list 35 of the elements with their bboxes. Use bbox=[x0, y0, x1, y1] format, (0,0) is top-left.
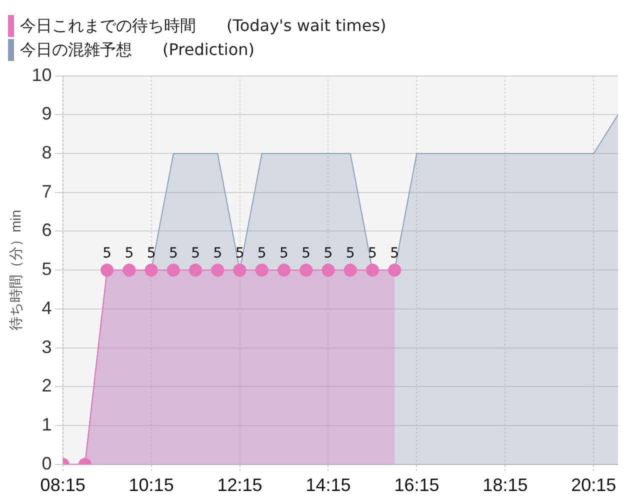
y-tick-label: 10 bbox=[32, 64, 52, 85]
legend-label: 今日これまでの待ち時間 (Today's wait times) bbox=[20, 16, 386, 36]
data-label: 5 bbox=[302, 246, 311, 262]
data-label: 5 bbox=[257, 246, 266, 262]
data-label: 5 bbox=[191, 246, 200, 262]
data-label: 5 bbox=[213, 246, 222, 262]
data-label: 5 bbox=[102, 246, 112, 262]
x-tick-label: 14:15 bbox=[306, 475, 351, 496]
x-tick-label: 18:15 bbox=[482, 475, 528, 496]
data-label: 5 bbox=[346, 246, 355, 262]
y-tick-label: 2 bbox=[42, 376, 52, 396]
y-tick-label: 0 bbox=[42, 453, 52, 474]
data-label: 5 bbox=[324, 246, 333, 262]
x-tick-label: 16:15 bbox=[394, 475, 440, 496]
data-label: 5 bbox=[124, 246, 134, 262]
data-label: 5 bbox=[390, 246, 400, 262]
data-label: 5 bbox=[146, 246, 156, 262]
data-label: 5 bbox=[168, 246, 178, 262]
y-tick-label: 3 bbox=[42, 336, 52, 357]
y-tick-label: 9 bbox=[42, 104, 52, 124]
data-label: 5 bbox=[368, 246, 377, 262]
data-label: 5 bbox=[280, 246, 288, 262]
legend-label: 今日の混雑予想 (Prediction) bbox=[20, 40, 254, 60]
y-axis-title: 待ち時間（分）min bbox=[7, 210, 24, 330]
y-tick-label: 7 bbox=[42, 181, 52, 202]
x-tick-label: 08:15 bbox=[40, 475, 86, 496]
y-tick-label: 4 bbox=[42, 298, 52, 318]
y-tick-label: 5 bbox=[42, 259, 52, 280]
data-label: 5 bbox=[235, 246, 244, 262]
x-tick-label: 10:15 bbox=[128, 475, 174, 496]
x-tick-label: 12:15 bbox=[217, 475, 262, 496]
y-tick-label: 6 bbox=[42, 220, 52, 240]
x-tick-label: 20:15 bbox=[571, 475, 616, 496]
y-tick-label: 1 bbox=[42, 414, 52, 435]
y-tick-label: 8 bbox=[42, 142, 52, 162]
